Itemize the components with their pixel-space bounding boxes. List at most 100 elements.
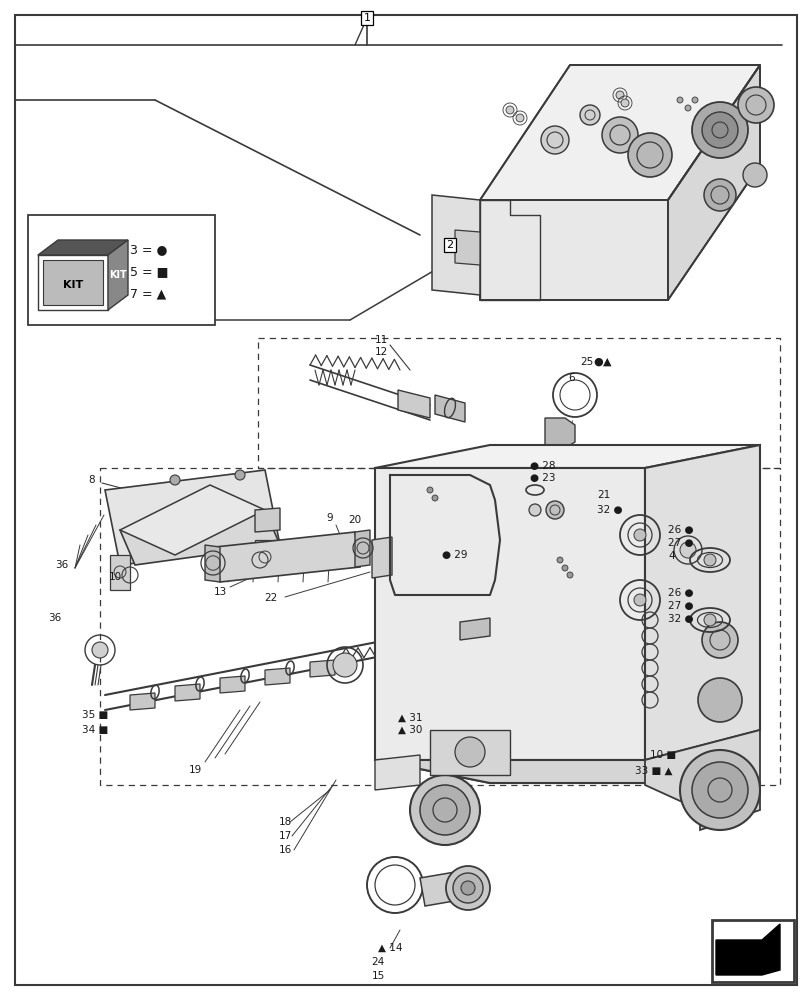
Text: 15: 15 [371,971,384,981]
Circle shape [679,542,695,558]
Polygon shape [38,240,128,255]
Text: ▲: ▲ [603,357,611,367]
Text: 32 ●: 32 ● [667,614,693,624]
Circle shape [691,97,697,103]
Bar [43,260,103,305]
Text: ▲ 14: ▲ 14 [378,943,402,953]
Circle shape [703,554,715,566]
Text: 10: 10 [109,572,122,582]
Circle shape [445,866,489,910]
Polygon shape [264,668,290,685]
Circle shape [742,163,766,187]
Circle shape [703,179,735,211]
Circle shape [616,91,623,99]
Polygon shape [220,676,245,693]
Polygon shape [419,872,460,906]
Circle shape [453,873,483,903]
Circle shape [601,117,637,153]
Circle shape [556,557,562,563]
Polygon shape [105,470,280,565]
Text: 24: 24 [371,957,384,967]
Polygon shape [460,618,489,640]
Circle shape [431,495,437,501]
Text: 26 ●: 26 ● [667,588,693,598]
Circle shape [697,678,741,722]
Circle shape [545,501,564,519]
Text: 10 ■: 10 ■ [649,750,676,760]
Text: KIT: KIT [62,280,83,290]
Text: 27 ●: 27 ● [667,538,693,548]
Polygon shape [454,230,479,265]
Circle shape [691,762,747,818]
Circle shape [461,881,474,895]
Circle shape [633,594,646,606]
Text: 35 ■: 35 ■ [82,710,108,720]
Text: 3 = ●: 3 = ● [130,243,167,256]
Circle shape [561,565,568,571]
Text: 18: 18 [278,817,291,827]
Circle shape [566,572,573,578]
Circle shape [333,653,357,677]
Polygon shape [435,395,465,422]
Text: 8: 8 [88,475,95,485]
Circle shape [454,737,484,767]
Polygon shape [397,390,430,418]
Text: 19: 19 [188,765,201,775]
Text: 6: 6 [568,373,574,383]
Polygon shape [644,730,759,830]
Text: ● 28: ● 28 [530,461,555,471]
Polygon shape [375,445,759,468]
Text: 16: 16 [278,845,291,855]
Text: 1: 1 [363,13,370,23]
Polygon shape [371,537,392,578]
Polygon shape [431,195,479,295]
Circle shape [419,785,470,835]
Circle shape [702,622,737,658]
Circle shape [579,105,599,125]
Text: 22: 22 [264,593,277,603]
Text: 9: 9 [326,513,333,523]
Polygon shape [109,555,130,590]
Circle shape [627,133,672,177]
Polygon shape [375,760,759,783]
Text: ▲ 31: ▲ 31 [397,713,422,723]
Circle shape [169,475,180,485]
Text: 26 ●: 26 ● [667,525,693,535]
Text: ▲ 30: ▲ 30 [397,725,422,735]
Polygon shape [354,530,370,567]
Polygon shape [120,485,264,555]
Text: 36: 36 [49,613,62,623]
Bar [430,730,509,775]
Text: 20: 20 [348,515,361,525]
Circle shape [410,775,479,845]
Polygon shape [204,545,220,582]
Polygon shape [175,684,200,701]
Polygon shape [544,418,574,448]
Text: 27 ●: 27 ● [667,601,693,611]
Text: 21: 21 [596,490,610,500]
Text: 7 = ▲: 7 = ▲ [130,288,166,300]
Circle shape [737,87,773,123]
Polygon shape [255,540,275,575]
Polygon shape [715,924,779,975]
Polygon shape [310,660,335,677]
Text: 2: 2 [446,240,453,250]
Text: 11: 11 [375,335,388,345]
Circle shape [620,99,629,107]
Bar [711,920,793,982]
Polygon shape [130,693,155,710]
Text: 25: 25 [579,357,593,367]
Circle shape [515,114,523,122]
Text: ● 23: ● 23 [530,473,555,483]
Text: 32 ●: 32 ● [596,505,622,515]
Text: 13: 13 [213,587,226,597]
Text: ● 29: ● 29 [441,550,467,560]
Circle shape [702,112,737,148]
Text: 5 = ■: 5 = ■ [130,265,168,278]
Circle shape [679,750,759,830]
Circle shape [92,642,108,658]
Bar [28,215,215,325]
Text: 36: 36 [55,560,69,570]
Polygon shape [644,445,759,760]
Text: 33 ■ ▲: 33 ■ ▲ [634,766,672,776]
